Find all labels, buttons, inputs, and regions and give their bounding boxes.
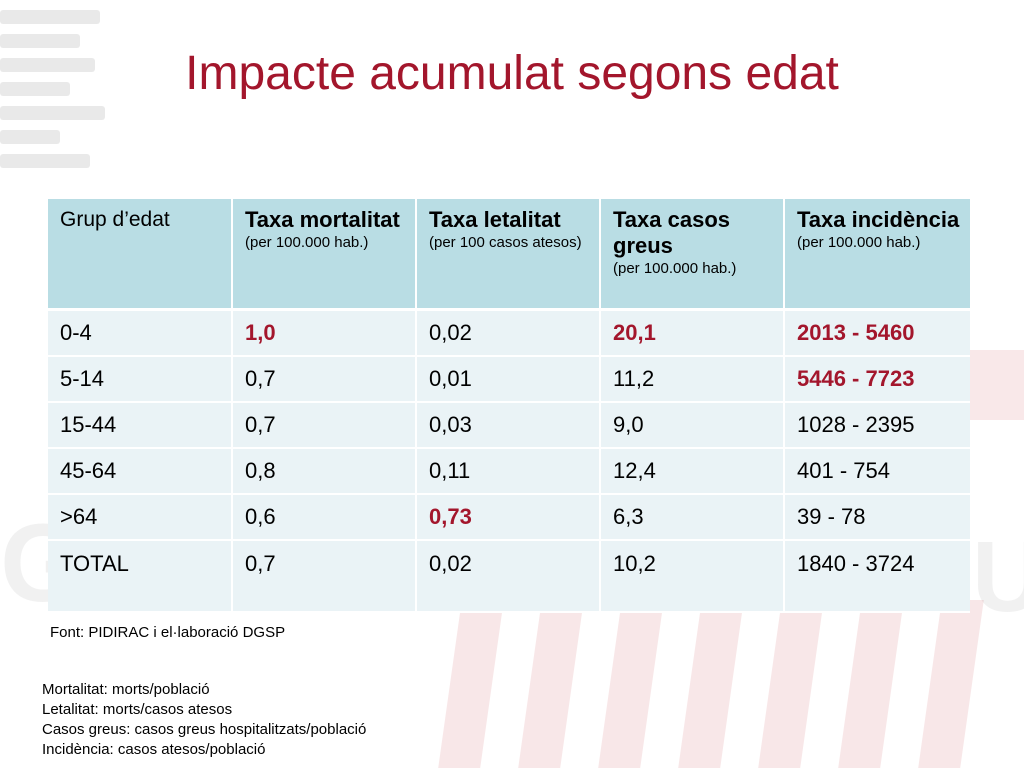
header-severe-cases-rate: Taxa casos greus (per 100.000 hab.) <box>601 199 785 311</box>
legend-item: Mortalitat: morts/població <box>42 681 210 698</box>
table-header-row: Grup d’edat Taxa mortalitat (per 100.000… <box>48 199 970 311</box>
table-cell-highlighted: 1,0 <box>233 311 417 357</box>
header-age-group: Grup d’edat <box>48 199 233 311</box>
legend-item: Casos greus: casos greus hospitalitzats/… <box>42 721 367 738</box>
table-cell: 39 - 78 <box>785 495 970 541</box>
slide-title: Impacte acumulat segons edat <box>185 47 839 100</box>
background-decoration-letter: U <box>972 521 1024 633</box>
header-title: Taxa incidència <box>797 207 960 232</box>
table-cell: 5-14 <box>48 357 233 403</box>
table-cell: 10,2 <box>601 541 785 613</box>
header-lethality-rate: Taxa letalitat (per 100 casos atesos) <box>417 199 601 311</box>
table-cell: 15-44 <box>48 403 233 449</box>
header-unit: (per 100 casos atesos) <box>429 234 582 251</box>
table-cell: 9,0 <box>601 403 785 449</box>
header-title: Taxa mortalitat <box>245 207 400 232</box>
header-title: Taxa casos greus <box>613 207 731 258</box>
table-cell: 6,3 <box>601 495 785 541</box>
table-row: 45-64 0,8 0,11 12,4 401 - 754 <box>48 449 970 495</box>
table-cell: TOTAL <box>48 541 233 613</box>
table-cell: >64 <box>48 495 233 541</box>
table-cell-highlighted: 20,1 <box>601 311 785 357</box>
background-decoration-left <box>0 0 120 260</box>
source-note: Font: PIDIRAC i el·laboració DGSP <box>50 624 286 641</box>
table-cell: 0,03 <box>417 403 601 449</box>
table-row: 15-44 0,7 0,03 9,0 1028 - 2395 <box>48 403 970 449</box>
table-cell: 1028 - 2395 <box>785 403 970 449</box>
table-row: 5-14 0,7 0,01 11,2 5446 - 7723 <box>48 357 970 403</box>
table-cell: 0,7 <box>233 357 417 403</box>
table-cell-highlighted: 2013 - 5460 <box>785 311 970 357</box>
header-mortality-rate: Taxa mortalitat (per 100.000 hab.) <box>233 199 417 311</box>
table-row-total: TOTAL 0,7 0,02 10,2 1840 - 3724 <box>48 541 970 613</box>
table-cell: 0,7 <box>233 403 417 449</box>
table-cell-highlighted: 5446 - 7723 <box>785 357 970 403</box>
definitions-legend: Mortalitat: morts/població Letalitat: mo… <box>42 680 366 760</box>
table-cell: 0,8 <box>233 449 417 495</box>
impact-by-age-table: Grup d’edat Taxa mortalitat (per 100.000… <box>48 199 970 613</box>
table-row: >64 0,6 0,73 6,3 39 - 78 <box>48 495 970 541</box>
table-cell: 1840 - 3724 <box>785 541 970 613</box>
table-cell: 0,7 <box>233 541 417 613</box>
table-cell: 45-64 <box>48 449 233 495</box>
header-title: Grup d’edat <box>60 208 170 231</box>
background-decoration-stripes <box>438 600 1024 768</box>
table-cell: 0,01 <box>417 357 601 403</box>
table-cell: 11,2 <box>601 357 785 403</box>
background-decoration-band <box>965 350 1024 420</box>
legend-item: Letalitat: morts/casos atesos <box>42 701 233 718</box>
table-cell: 0,02 <box>417 541 601 613</box>
header-incidence-rate: Taxa incidència (per 100.000 hab.) <box>785 199 970 311</box>
table-cell: 0,11 <box>417 449 601 495</box>
table-row: 0-4 1,0 0,02 20,1 2013 - 5460 <box>48 311 970 357</box>
header-unit: (per 100.000 hab.) <box>613 260 737 277</box>
table-cell-highlighted: 0,73 <box>417 495 601 541</box>
header-unit: (per 100.000 hab.) <box>245 234 369 251</box>
legend-item: Incidència: casos atesos/població <box>42 741 266 758</box>
header-title: Taxa letalitat <box>429 207 561 232</box>
table-cell: 0-4 <box>48 311 233 357</box>
header-unit: (per 100.000 hab.) <box>797 234 921 251</box>
table-cell: 0,02 <box>417 311 601 357</box>
table-cell: 12,4 <box>601 449 785 495</box>
table-cell: 401 - 754 <box>785 449 970 495</box>
table-cell: 0,6 <box>233 495 417 541</box>
